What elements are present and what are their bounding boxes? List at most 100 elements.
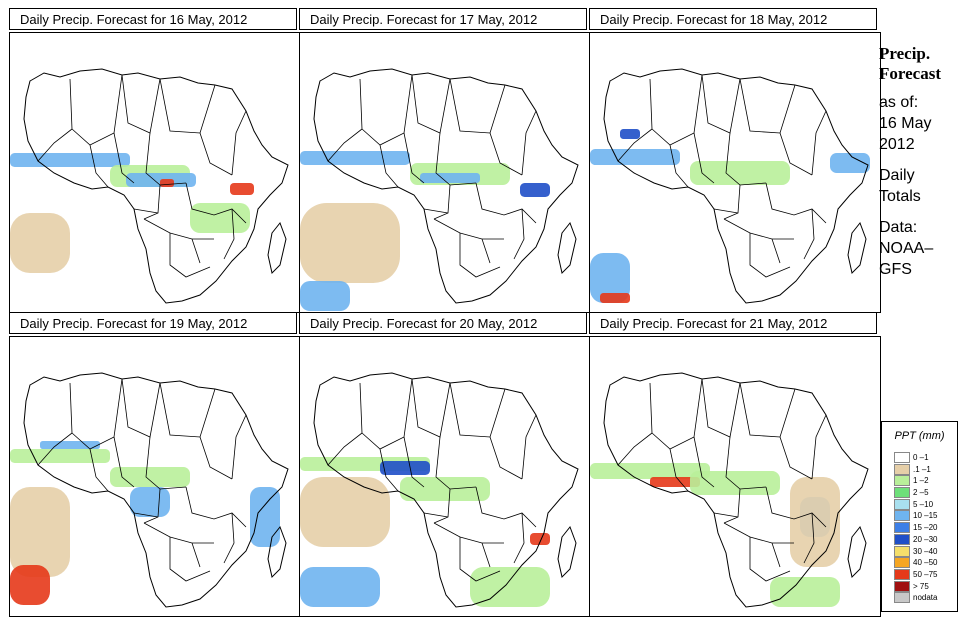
africa-coastline (603, 68, 869, 304)
legend-item: > 75 (882, 580, 957, 593)
forecast-info: Precip. Forecast as of: 16 May 2012 Dail… (879, 44, 961, 280)
precip-area (690, 161, 790, 185)
legend-label: 2 –5 (913, 488, 929, 498)
country-border (713, 208, 739, 214)
madagascar-outline (557, 222, 577, 274)
country-border (145, 132, 187, 186)
precip-area (300, 567, 380, 607)
legend-title: PPT (mm) (894, 430, 945, 442)
source-line1: NOAA– (879, 240, 934, 257)
country-border (199, 132, 233, 176)
country-border (475, 182, 537, 224)
precip-area (300, 477, 390, 547)
precip-area (10, 487, 70, 577)
country-border (191, 238, 201, 264)
info-heading-line1: Precip. (879, 44, 931, 63)
madagascar-outline (847, 526, 867, 578)
precip-area (830, 153, 870, 173)
daily-line1: Daily (879, 167, 915, 184)
country-border (185, 486, 247, 528)
country-border (327, 128, 363, 162)
country-border (199, 436, 233, 480)
precip-area (110, 467, 190, 487)
country-border (435, 132, 477, 186)
country-border (113, 436, 135, 488)
country-border (89, 144, 109, 188)
madagascar-outline (267, 222, 287, 274)
legend-label: 40 –50 (913, 558, 938, 568)
legend-swatch (894, 580, 910, 592)
legend-swatch (894, 498, 910, 510)
country-border (765, 182, 827, 224)
country-border (37, 128, 73, 162)
legend-label: nodata (913, 593, 938, 603)
country-border (739, 78, 796, 134)
precip-area (230, 183, 254, 195)
forecast-panel-1: Daily Precip. Forecast for 16 May, 2012 (9, 8, 301, 313)
africa-coastline (23, 372, 289, 608)
madagascar-outline (847, 222, 867, 274)
legend-item: 50 –75 (882, 568, 957, 581)
country-border (803, 208, 815, 260)
forecast-panel-5: Daily Precip. Forecast for 20 May, 2012 (299, 312, 591, 617)
country-border (513, 512, 525, 564)
precip-map (299, 32, 591, 313)
country-border (143, 522, 214, 544)
precip-area (520, 183, 550, 197)
country-border (779, 436, 813, 480)
legend-label: 50 –75 (913, 569, 938, 579)
daily-line2: Totals (879, 188, 921, 205)
precip-area (10, 449, 110, 463)
country-border (765, 486, 827, 528)
country-border (693, 436, 715, 488)
legend-label: 0 –1 (913, 453, 929, 462)
country-border (521, 110, 537, 176)
country-border (143, 184, 161, 220)
country-border (379, 448, 399, 492)
legend-label: 10 –15 (913, 511, 938, 521)
precip-area (300, 281, 350, 311)
country-border (435, 436, 477, 490)
country-border (159, 382, 216, 438)
asof-date-line2: 2012 (879, 136, 915, 153)
precip-legend: PPT (mm) 0 –1 .1 –1 1 –2 2 –5 5 –10 10 –15 15 … (881, 421, 958, 612)
legend-swatch (894, 592, 910, 604)
country-border (433, 522, 504, 544)
legend-label: 1 –2 (913, 476, 929, 486)
precip-area (400, 477, 490, 501)
legend-item: 0 –1 (882, 452, 957, 464)
precip-map (9, 32, 301, 313)
precip-area (420, 173, 480, 183)
legend-label: 15 –20 (913, 523, 938, 533)
country-border (191, 542, 201, 568)
country-border (701, 74, 741, 134)
country-border (159, 78, 216, 134)
asof-date-line1: 16 May (879, 115, 932, 132)
country-border (89, 448, 109, 492)
country-border (433, 218, 504, 240)
precip-map (589, 32, 881, 313)
precip-area (790, 477, 840, 567)
precip-area (770, 577, 840, 607)
country-border (693, 132, 715, 184)
precip-area (190, 203, 250, 233)
country-border (811, 110, 827, 176)
legend-swatch (894, 522, 910, 534)
country-border (169, 233, 211, 278)
country-border (423, 512, 449, 518)
country-border (481, 238, 491, 264)
data-label: Data: (879, 219, 918, 236)
country-border (481, 542, 491, 568)
forecast-panel-3: Daily Precip. Forecast for 18 May, 2012 (589, 8, 881, 313)
country-border (403, 436, 425, 488)
legend-item: 5 –10 (882, 498, 957, 511)
legend-swatch (894, 533, 910, 545)
legend-swatch (894, 568, 910, 580)
precip-area (380, 461, 430, 475)
legend-item: 1 –2 (882, 475, 957, 487)
country-border (223, 208, 235, 260)
country-border (185, 182, 247, 224)
africa-coastline (313, 372, 579, 608)
country-border (489, 436, 523, 480)
precip-area (160, 179, 174, 187)
